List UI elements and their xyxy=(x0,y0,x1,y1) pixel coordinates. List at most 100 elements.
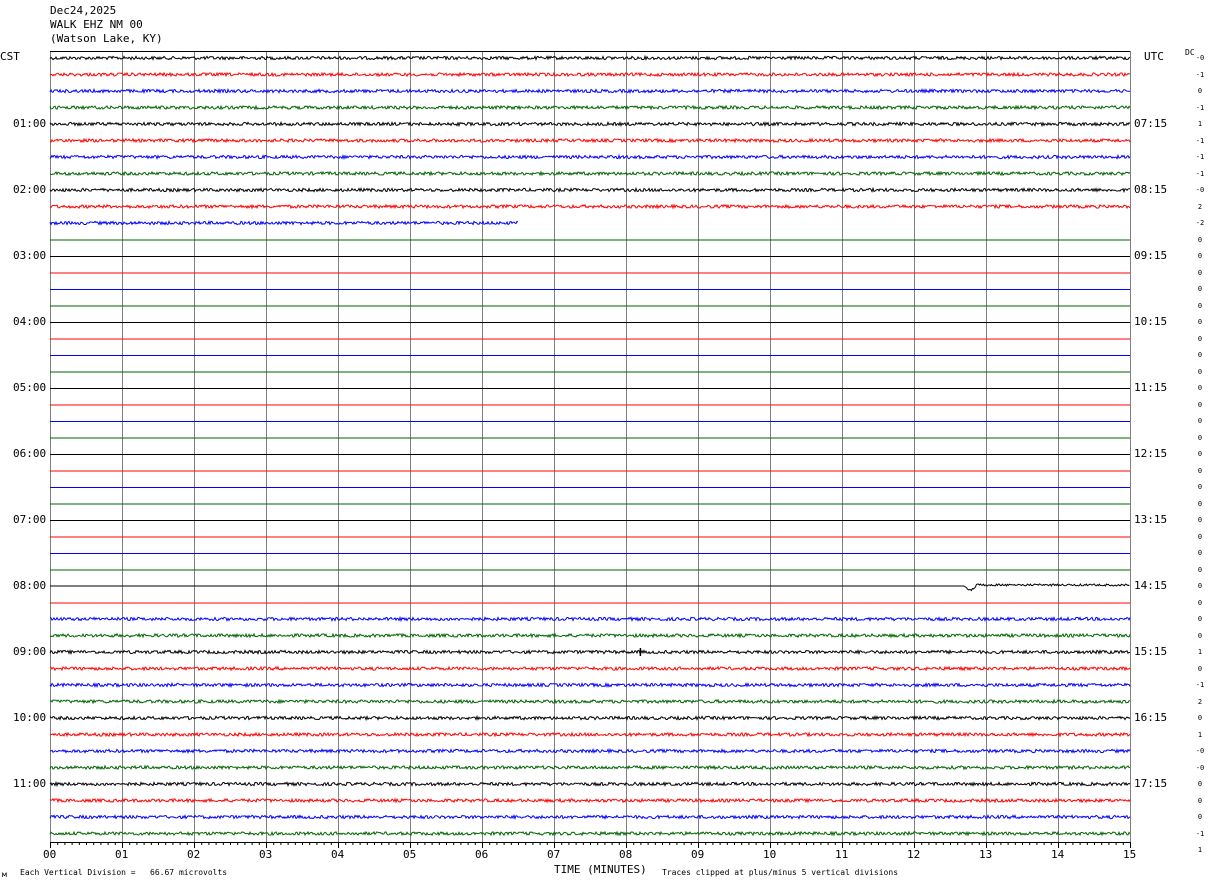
left-hour-label: 10:00 xyxy=(13,711,47,724)
seismic-trace xyxy=(49,203,1131,210)
dc-offset-label: -1 xyxy=(1195,681,1205,689)
dc-offset-label: 0 xyxy=(1197,318,1203,326)
dc-offset-label: -1 xyxy=(1195,103,1205,112)
seismic-trace xyxy=(49,54,1131,62)
seismic-trace xyxy=(49,649,1131,656)
x-tick-label: 15 xyxy=(1123,848,1137,861)
seismic-trace xyxy=(49,830,1131,837)
dc-offset-label: 0 xyxy=(1197,631,1203,640)
x-tick-label: 08 xyxy=(619,848,633,861)
dc-offset-label: 0 xyxy=(1197,268,1203,277)
dc-offset-label: 0 xyxy=(1197,565,1203,574)
dc-offset-label: -2 xyxy=(1195,219,1205,227)
seismic-trace xyxy=(49,186,1130,194)
dc-offset-label: 0 xyxy=(1197,235,1203,244)
seismic-trace xyxy=(49,71,1131,78)
dc-offset-label: -1 xyxy=(1195,829,1205,838)
dc-offset-label: -0 xyxy=(1195,763,1205,772)
seismic-trace xyxy=(49,665,1131,672)
right-hour-label: 17:15 xyxy=(1134,777,1168,790)
left-hour-label: 03:00 xyxy=(13,249,47,262)
dc-offset-label: 2 xyxy=(1197,697,1203,706)
dc-offset-label: 1 xyxy=(1197,730,1203,739)
x-tick-label: 07 xyxy=(547,848,561,861)
clip-note: Traces clipped at plus/minus 5 vertical … xyxy=(662,868,899,877)
left-hour-label: 08:00 xyxy=(13,579,47,592)
right-hour-label: 08:15 xyxy=(1134,183,1168,196)
x-tick-label: 04 xyxy=(331,848,345,861)
right-hour-label: 12:15 xyxy=(1134,447,1168,460)
seismic-trace xyxy=(49,764,1131,771)
dc-label: DC xyxy=(1185,48,1195,57)
left-hour-label: 07:00 xyxy=(13,513,47,526)
x-tick-label: 01 xyxy=(115,848,129,861)
dc-offset-label: 0 xyxy=(1197,714,1203,722)
dc-offset-label: 0 xyxy=(1197,516,1203,524)
seismic-trace xyxy=(49,137,1131,144)
x-tick-label: 06 xyxy=(475,848,489,861)
left-hour-label: 06:00 xyxy=(13,447,47,460)
dc-offset-label: 0 xyxy=(1197,433,1203,442)
dc-offset-label: 0 xyxy=(1197,87,1203,95)
left-hour-label: 05:00 xyxy=(13,381,47,394)
right-hour-label: 09:15 xyxy=(1134,249,1168,262)
left-hour-label: 02:00 xyxy=(13,183,47,196)
dc-offset-label: 0 xyxy=(1197,499,1203,508)
seismic-trace xyxy=(964,583,1130,592)
right-hour-label: 14:15 xyxy=(1134,579,1168,592)
x-tick-label: 00 xyxy=(43,848,57,861)
date-label: Dec24,2025 xyxy=(50,4,117,17)
corner-mark: м xyxy=(2,870,7,879)
dc-offset-label: 1 xyxy=(1197,648,1203,656)
seismic-trace xyxy=(49,615,1131,623)
dc-offset-label: -0 xyxy=(1195,747,1205,755)
x-axis-title: TIME (MINUTES) xyxy=(554,863,647,876)
dc-offset-label: 0 xyxy=(1197,796,1203,805)
seismic-trace xyxy=(49,731,1131,738)
seismic-trace xyxy=(49,747,1131,755)
seismic-trace xyxy=(49,120,1131,128)
right-hour-label: 16:15 xyxy=(1134,711,1168,724)
dc-offset-label: 0 xyxy=(1197,483,1203,491)
dc-offset-label: 0 xyxy=(1197,334,1203,343)
dc-offset-label: 0 xyxy=(1197,301,1203,310)
x-tick-label: 12 xyxy=(907,848,921,861)
right-timezone-label: UTC xyxy=(1144,50,1164,63)
seismic-trace xyxy=(49,698,1130,705)
dc-offset-label: -0 xyxy=(1195,54,1205,62)
dc-offset-label: 0 xyxy=(1197,400,1203,409)
x-tick-label: 10 xyxy=(763,848,777,861)
seismic-trace xyxy=(49,104,1131,111)
seismic-trace xyxy=(49,814,1131,821)
dc-offset-label: 0 xyxy=(1197,285,1203,293)
dc-offset-label: -1 xyxy=(1195,136,1205,145)
seismic-trace xyxy=(49,219,519,226)
dc-offset-label: 0 xyxy=(1197,351,1203,359)
dc-offset-label: 0 xyxy=(1197,780,1203,788)
dc-offset-label: 1 xyxy=(1197,846,1203,854)
dc-offset-label: 0 xyxy=(1197,664,1203,673)
x-tick-label: 05 xyxy=(403,848,417,861)
left-hour-label: 11:00 xyxy=(13,777,47,790)
dc-offset-label: -1 xyxy=(1195,70,1205,79)
seismic-trace xyxy=(49,170,1131,177)
left-hour-label: 09:00 xyxy=(13,645,47,658)
seismic-trace xyxy=(49,632,1131,639)
x-tick-label: 09 xyxy=(691,848,705,861)
dc-offset-label: 0 xyxy=(1197,384,1203,392)
dc-offset-label: 0 xyxy=(1197,532,1203,541)
right-hour-label: 13:15 xyxy=(1134,513,1168,526)
right-hour-label: 15:15 xyxy=(1134,645,1168,658)
dc-offset-label: 0 xyxy=(1197,813,1203,821)
dc-offset-label: 1 xyxy=(1197,120,1203,128)
dc-offset-label: -0 xyxy=(1195,186,1205,194)
seismic-trace xyxy=(49,87,1131,95)
right-hour-label: 10:15 xyxy=(1134,315,1168,328)
dc-offset-label: 0 xyxy=(1197,615,1203,623)
dc-offset-label: 0 xyxy=(1197,582,1203,590)
dc-offset-label: 0 xyxy=(1197,367,1203,376)
vertical-division-note: Each Vertical Division = 66.67 microvolt… xyxy=(20,868,228,877)
x-tick-label: 13 xyxy=(979,848,993,861)
x-tick-label: 11 xyxy=(835,848,849,861)
